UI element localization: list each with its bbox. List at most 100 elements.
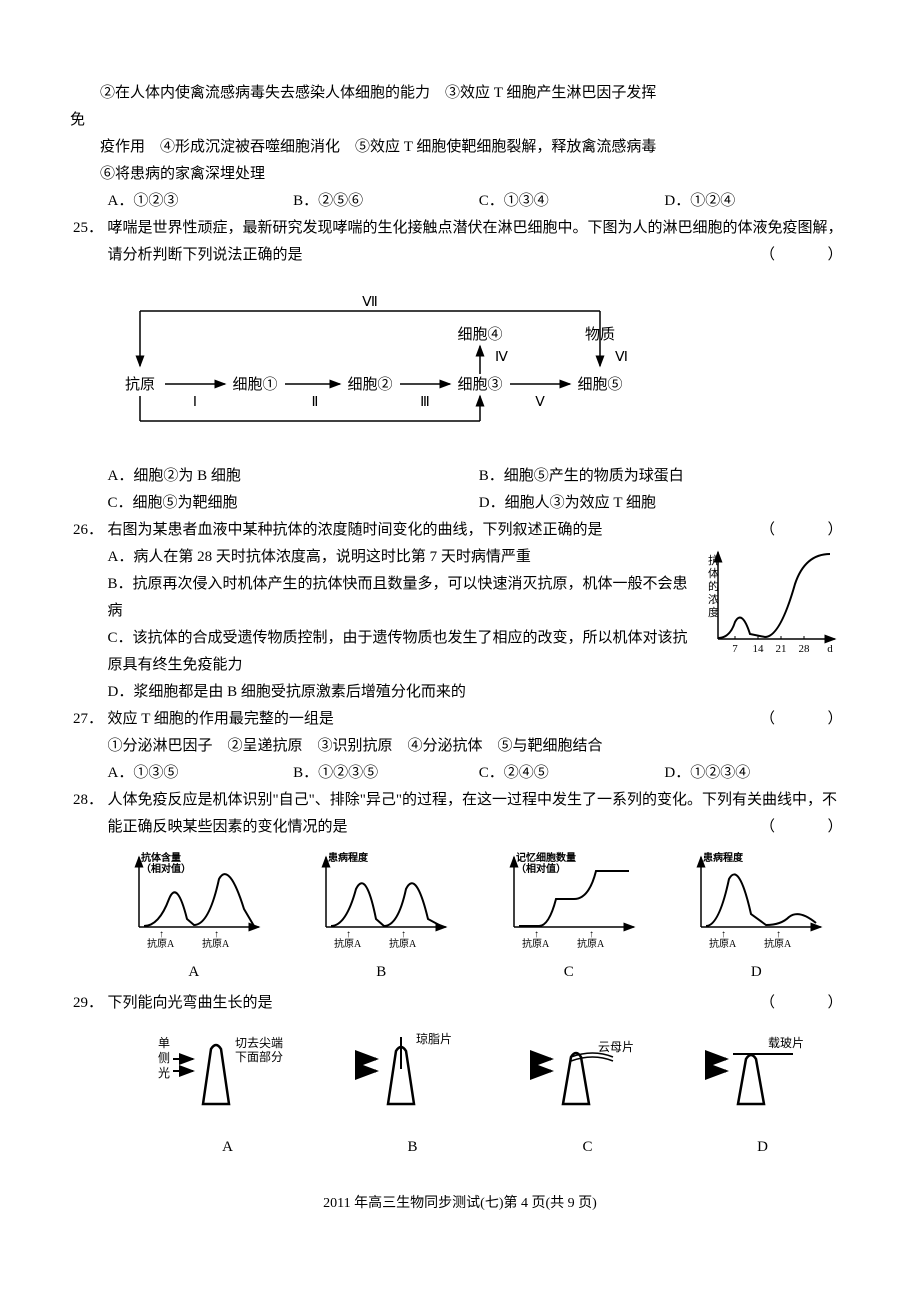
q29-chart-a: 单 侧 光 切去尖端 下面部分 A xyxy=(153,1029,303,1161)
svg-text:抗原A: 抗原A xyxy=(202,937,230,949)
q25-r6: Ⅵ xyxy=(615,350,628,365)
q29-charts: 单 侧 光 切去尖端 下面部分 A 琼脂片 B 云母片 C xyxy=(130,1029,850,1161)
q25-options-row2: C．细胞⑤为靶细胞 D．细胞人③为效应 T 细胞 xyxy=(70,490,850,517)
q27-num: 27． xyxy=(70,706,108,733)
q26-paren: （ ） xyxy=(760,517,850,544)
frag-line1b: 免 xyxy=(70,107,850,134)
q26-opt-a: A．病人在第 28 天时抗体浓度高，说明这时比第 7 天时病情严重 xyxy=(108,544,701,571)
q25-cell1: 细胞① xyxy=(232,376,277,393)
q28-chart-c: 记忆细胞数量 （相对值） ↑ ↑ 抗原A 抗原A C xyxy=(494,849,644,986)
q25-diagram: Ⅶ 抗原 细胞① 细胞② 细胞③ 细胞⑤ 细胞④ 物质 Ⅰ Ⅱ Ⅲ Ⅴ Ⅳ Ⅵ xyxy=(110,281,850,451)
q25-r4: Ⅳ xyxy=(495,350,508,365)
svg-text:下面部分: 下面部分 xyxy=(235,1049,283,1064)
q28-charts: 抗体含量 （相对值） ↑ ↑ 抗原A 抗原A A 患病程度 ↑ ↑ 抗原A 抗原… xyxy=(100,849,850,986)
q25: 25． 哮喘是世界性顽症，最新研究发现哮喘的生化接触点潜伏在淋巴细胞中。下图为人… xyxy=(70,215,850,269)
q25-opt-c: C．细胞⑤为靶细胞 xyxy=(108,490,479,517)
q25-opt-b: B．细胞⑤产生的物质为球蛋白 xyxy=(479,463,850,490)
q25-cell2: 细胞② xyxy=(347,376,392,393)
svg-text:14: 14 xyxy=(753,643,765,655)
frag-opt-c: C．①③④ xyxy=(479,188,665,215)
q25-antigen: 抗原 xyxy=(125,376,155,393)
q25-cell3: 细胞③ xyxy=(457,376,502,393)
svg-text:抗原A: 抗原A xyxy=(389,937,417,949)
q28-body: 人体免疫反应是机体识别"自己"、排除"异己"的过程，在这一过程中发生了一系列的变… xyxy=(108,787,851,841)
q28-chart-b: 患病程度 ↑ ↑ 抗原A 抗原A B xyxy=(306,849,456,986)
frag-line3: ⑥将患病的家禽深埋处理 xyxy=(70,161,850,188)
q26-opt-d: D．浆细胞都是由 B 细胞受抗原激素后增殖分化而来的 xyxy=(108,679,701,706)
page-footer: 2011 年高三生物同步测试(七)第 4 页(共 9 页) xyxy=(70,1191,850,1216)
svg-text:侧: 侧 xyxy=(158,1051,170,1065)
q26-body: 右图为某患者血液中某种抗体的浓度随时间变化的曲线，下列叙述正确的是 （ ） xyxy=(108,517,851,544)
q27-opt-a: A．①③⑤ xyxy=(108,760,294,787)
q25-matter: 物质 xyxy=(585,326,615,343)
q27: 27． 效应 T 细胞的作用最完整的一组是 （ ） xyxy=(70,706,850,733)
frag-opt-b: B．②⑤⑥ xyxy=(293,188,479,215)
svg-text:患病程度: 患病程度 xyxy=(328,851,369,864)
q27-text: 效应 T 细胞的作用最完整的一组是 xyxy=(108,711,334,727)
q28: 28． 人体免疫反应是机体识别"自己"、排除"异己"的过程，在这一过程中发生了一… xyxy=(70,787,850,841)
q25-r5: Ⅴ xyxy=(535,395,545,410)
q29-chart-c: 云母片 C xyxy=(523,1029,653,1161)
svg-text:切去尖端: 切去尖端 xyxy=(235,1036,283,1050)
svg-text:载玻片: 载玻片 xyxy=(768,1036,804,1050)
q29-paren: （ ） xyxy=(760,990,850,1017)
q26-text: 右图为某患者血液中某种抗体的浓度随时间变化的曲线，下列叙述正确的是 xyxy=(108,522,603,538)
q27-opt-b: B．①②③⑤ xyxy=(293,760,479,787)
svg-text:抗原A: 抗原A xyxy=(147,937,175,949)
q29: 29． 下列能向光弯曲生长的是 （ ） xyxy=(70,990,850,1017)
q27-body: 效应 T 细胞的作用最完整的一组是 （ ） xyxy=(108,706,851,733)
q27-paren: （ ） xyxy=(760,706,850,733)
q25-options-row1: A．细胞②为 B 细胞 B．细胞⑤产生的物质为球蛋白 xyxy=(70,463,850,490)
frag-options: A．①②③ B．②⑤⑥ C．①③④ D．①②④ xyxy=(70,188,850,215)
frag-opt-a: A．①②③ xyxy=(108,188,294,215)
q25-paren: （ ） xyxy=(760,242,850,269)
q25-cell4: 细胞④ xyxy=(457,326,502,343)
q28-chart-a: 抗体含量 （相对值） ↑ ↑ 抗原A 抗原A A xyxy=(119,849,269,986)
q26-opt-c: C．该抗体的合成受遗传物质控制，由于遗传物质也发生了相应的改变，所以机体对该抗原… xyxy=(108,625,701,679)
svg-text:抗体含量: 抗体含量 xyxy=(141,851,181,864)
svg-text:浓: 浓 xyxy=(708,593,719,606)
q25-r3: Ⅲ xyxy=(420,395,430,410)
q25-num: 25． xyxy=(70,215,108,269)
q26-chart: 抗 体 的 浓 度 7 14 21 28 d xyxy=(700,544,850,706)
svg-text:（相对值）: （相对值） xyxy=(141,862,191,875)
svg-text:抗原A: 抗原A xyxy=(577,937,605,949)
q26-opt-b: B．抗原再次侵入时机体产生的抗体快而且数量多，可以快速消灭抗原，机体一般不会患病 xyxy=(108,571,701,625)
svg-text:光: 光 xyxy=(158,1066,170,1080)
frag-opt-d: D．①②④ xyxy=(664,188,850,215)
q27-opt-d: D．①②③④ xyxy=(664,760,850,787)
svg-text:体: 体 xyxy=(708,566,719,580)
svg-text:抗原A: 抗原A xyxy=(764,937,792,949)
q25-text: 哮喘是世界性顽症，最新研究发现哮喘的生化接触点潜伏在淋巴细胞中。下图为人的淋巴细… xyxy=(108,220,843,263)
svg-text:21: 21 xyxy=(776,643,787,655)
svg-text:d: d xyxy=(827,643,833,655)
q25-cell5: 细胞⑤ xyxy=(577,376,622,393)
svg-text:患病程度: 患病程度 xyxy=(703,851,744,864)
svg-text:记忆细胞数量: 记忆细胞数量 xyxy=(516,851,576,864)
frag-line1: ②在人体内使禽流感病毒失去感染人体细胞的能力 ③效应 T 细胞产生淋巴因子发挥 xyxy=(70,80,850,107)
q28-paren: （ ） xyxy=(760,814,850,841)
q25-opt-d: D．细胞人③为效应 T 细胞 xyxy=(479,490,850,517)
svg-text:抗原A: 抗原A xyxy=(522,937,550,949)
svg-text:的: 的 xyxy=(708,579,719,593)
q26-yl1: 抗 xyxy=(708,553,719,567)
svg-text:28: 28 xyxy=(799,643,811,655)
q26-options: A．病人在第 28 天时抗体浓度高，说明这时比第 7 天时病情严重 B．抗原再次… xyxy=(70,544,700,706)
frag-line2: 疫作用 ④形成沉淀被吞噬细胞消化 ⑤效应 T 细胞使靶细胞裂解，释放禽流感病毒 xyxy=(70,134,850,161)
q26-num: 26． xyxy=(70,517,108,544)
q26: 26． 右图为某患者血液中某种抗体的浓度随时间变化的曲线，下列叙述正确的是 （ … xyxy=(70,517,850,544)
svg-text:抗原A: 抗原A xyxy=(334,937,362,949)
q27-items: ①分泌淋巴因子 ②呈递抗原 ③识别抗原 ④分泌抗体 ⑤与靶细胞结合 xyxy=(70,733,850,760)
svg-text:（相对值）: （相对值） xyxy=(516,862,566,875)
q29-text: 下列能向光弯曲生长的是 xyxy=(108,995,273,1011)
q25-r7: Ⅶ xyxy=(362,295,378,310)
q28-text: 人体免疫反应是机体识别"自己"、排除"异己"的过程，在这一过程中发生了一系列的变… xyxy=(108,792,838,835)
q28-num: 28． xyxy=(70,787,108,841)
q25-body: 哮喘是世界性顽症，最新研究发现哮喘的生化接触点潜伏在淋巴细胞中。下图为人的淋巴细… xyxy=(108,215,851,269)
svg-text:云母片: 云母片 xyxy=(598,1040,634,1054)
q27-opt-c: C．②④⑤ xyxy=(479,760,665,787)
q25-r1: Ⅰ xyxy=(193,395,197,410)
q28-chart-d: 患病程度 ↑ ↑ 抗原A 抗原A D xyxy=(681,849,831,986)
q29-chart-d: 载玻片 D xyxy=(698,1029,828,1161)
q27-options: A．①③⑤ B．①②③⑤ C．②④⑤ D．①②③④ xyxy=(70,760,850,787)
